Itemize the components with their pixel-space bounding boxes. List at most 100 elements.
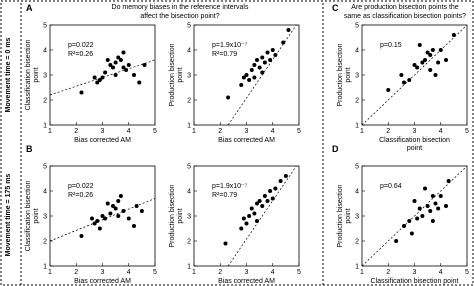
point	[436, 60, 441, 65]
point	[103, 70, 108, 75]
y-axis-label: Production bisection	[337, 184, 344, 247]
point	[425, 50, 430, 55]
point	[415, 65, 420, 70]
point	[402, 80, 406, 85]
point	[283, 174, 288, 178]
y-tick-label: 1	[43, 123, 47, 130]
y-tick-label: 3	[187, 214, 191, 221]
point	[252, 211, 257, 216]
x-tick-label: 2	[74, 128, 78, 135]
y-tick-label: 4	[43, 48, 47, 55]
point	[92, 221, 97, 226]
point	[270, 48, 275, 52]
y-tick-label: 2	[43, 239, 47, 246]
axes-box	[49, 24, 156, 126]
annotation: p=0.15	[380, 42, 402, 49]
x-tick-label: 3	[413, 269, 417, 276]
column-title: Do memory biases in the reference interv…	[112, 4, 249, 11]
point	[113, 206, 118, 211]
x-tick-label: 5	[465, 269, 469, 276]
panel-letter: D	[332, 144, 339, 154]
column-title: affect the bisection point?	[140, 13, 219, 20]
point	[116, 214, 121, 218]
point	[244, 221, 249, 226]
point	[417, 206, 422, 211]
annotation: p=0.022	[68, 183, 94, 190]
fit-line	[361, 165, 468, 267]
point	[262, 194, 267, 198]
y-tick-label: 3	[355, 73, 359, 80]
point	[407, 219, 412, 223]
annotation: R²=0.26	[68, 51, 93, 58]
axes-box	[193, 165, 300, 267]
point	[108, 63, 113, 67]
point	[132, 73, 136, 77]
x-axis-label: point	[407, 145, 422, 152]
point	[92, 75, 97, 80]
y-tick-label: 4	[355, 189, 359, 196]
point	[417, 43, 422, 47]
annotation: p=0.64	[380, 183, 402, 190]
point	[108, 211, 113, 216]
point	[126, 216, 131, 221]
point	[425, 204, 430, 208]
x-tick-label: 5	[153, 128, 157, 135]
point	[118, 194, 123, 198]
point	[255, 201, 259, 206]
y-axis-label: point	[345, 208, 352, 223]
x-tick-label: 5	[297, 269, 301, 276]
point	[260, 204, 265, 208]
point	[433, 201, 438, 206]
point	[420, 214, 425, 218]
column-title: same as classification bisection points?	[344, 13, 466, 20]
fit-line	[361, 24, 468, 126]
point	[430, 194, 435, 198]
x-tick-label: 3	[413, 128, 417, 135]
x-axis-label: Bias corrected AM	[74, 278, 131, 285]
y-tick-label: 2	[187, 98, 191, 105]
annotation: R²=0.79	[212, 192, 237, 199]
point	[97, 78, 102, 82]
y-tick-label: 4	[355, 48, 359, 55]
y-tick-label: 5	[43, 23, 47, 30]
x-tick-label: 3	[101, 269, 105, 276]
x-tick-label: 1	[192, 128, 196, 135]
point	[399, 73, 404, 77]
point	[100, 75, 105, 80]
point	[105, 58, 110, 62]
point	[262, 60, 267, 65]
x-tick-label: 2	[386, 128, 390, 135]
point	[402, 224, 406, 228]
point	[273, 53, 278, 57]
point	[433, 73, 438, 77]
y-tick-label: 3	[43, 214, 47, 221]
point	[407, 78, 412, 82]
y-tick-label: 2	[355, 98, 359, 105]
y-axis-label: point	[177, 208, 184, 223]
y-axis-label: point	[33, 67, 40, 82]
point	[121, 65, 126, 70]
point	[436, 206, 441, 211]
x-tick-label: 4	[127, 269, 131, 276]
point	[252, 63, 257, 67]
point	[139, 209, 144, 213]
y-tick-label: 4	[43, 189, 47, 196]
panel-letter: B	[26, 144, 33, 154]
y-axis-label: point	[33, 208, 40, 223]
point	[412, 199, 417, 203]
row-label: Movement time = 175 ms	[5, 174, 12, 257]
fit-line	[227, 24, 297, 126]
point	[412, 63, 417, 67]
y-tick-label: 5	[43, 164, 47, 171]
point	[105, 201, 110, 206]
y-tick-label: 1	[43, 264, 47, 271]
x-tick-label: 3	[245, 128, 249, 135]
x-tick-label: 2	[74, 269, 78, 276]
point	[121, 209, 126, 213]
point	[257, 65, 262, 70]
point	[134, 204, 139, 208]
point	[430, 219, 435, 223]
x-tick-label: 1	[192, 269, 196, 276]
